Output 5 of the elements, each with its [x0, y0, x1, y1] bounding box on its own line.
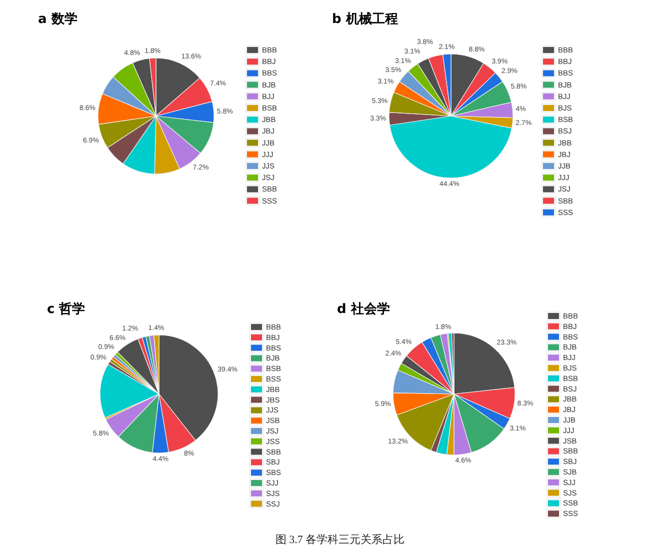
chart-title: a 数学 [38, 12, 78, 27]
chart-title: d 社会学 [337, 301, 390, 317]
chart-title: b 机械工程 [332, 12, 398, 27]
chart-title: c 哲学 [47, 301, 86, 317]
caption: 图 3.7 各学科三元关系占比 [275, 533, 405, 547]
